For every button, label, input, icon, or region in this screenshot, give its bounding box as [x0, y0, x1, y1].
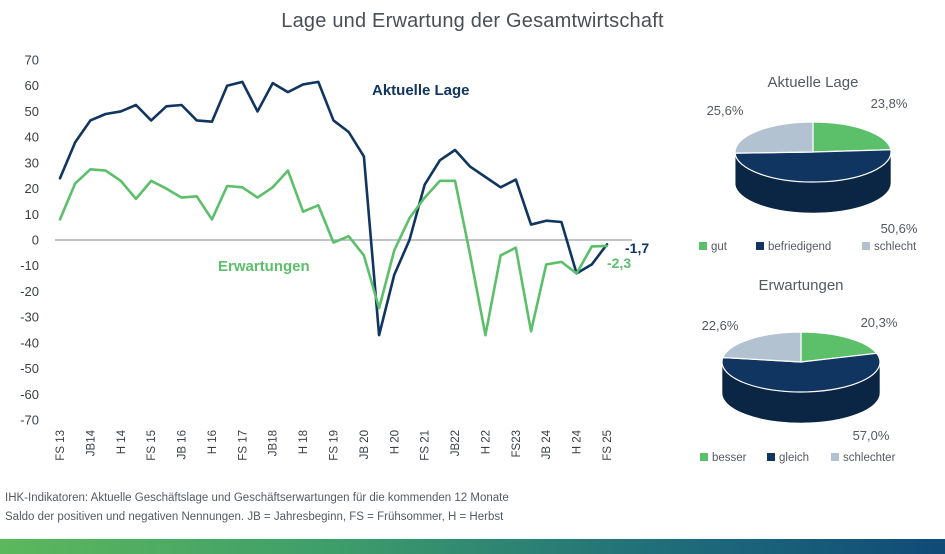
y-tick-label: 10: [25, 207, 39, 222]
y-tick-label: 20: [25, 181, 39, 196]
x-tick-label: H 24: [572, 429, 584, 454]
pie-slice-gleich: [721, 352, 881, 393]
label-aktuelle-lage: Aktuelle Lage: [372, 82, 470, 99]
footnote-line-2: Saldo der positiven und negativen Nennun…: [5, 511, 504, 523]
y-tick-label: -30: [20, 310, 39, 325]
footnote-line-1: IHK-Indikatoren: Aktuelle Geschäftslage …: [5, 492, 509, 504]
legend-swatch-schlechter: [831, 453, 839, 461]
pie-value-label: 57,0%: [853, 428, 890, 443]
y-tick-label: 60: [25, 78, 39, 93]
x-tick-label: H 22: [480, 430, 492, 454]
pie-value-label: 20,3%: [861, 315, 898, 330]
y-tick-label: -20: [20, 284, 39, 299]
legend-label-befriedigend: befriedigend: [768, 241, 831, 253]
y-tick-label: 50: [25, 104, 39, 119]
legend-label-gleich: gleich: [779, 452, 809, 464]
legend-label-schlecht: schlecht: [874, 241, 917, 253]
x-tick-label: FS 21: [420, 430, 432, 461]
y-tick-label: -50: [20, 361, 39, 376]
legend-swatch-gut: [699, 242, 707, 250]
pie-title: Erwartungen: [758, 277, 843, 294]
end-value-erwartungen: -2,3: [607, 255, 631, 271]
y-tick-label: 0: [32, 233, 39, 248]
label-erwartungen: Erwartungen: [218, 258, 310, 275]
x-tick-label: H 14: [116, 429, 128, 454]
pie-title: Aktuelle Lage: [768, 74, 859, 91]
legend-label-besser: besser: [712, 452, 747, 464]
pie-value-label: 23,8%: [871, 96, 908, 111]
legend-label-gut: gut: [711, 241, 728, 253]
x-tick-label: JB22: [450, 430, 462, 456]
legend-label-schlechter: schlechter: [843, 452, 896, 464]
x-tick-label: FS23: [511, 430, 523, 458]
y-tick-label: -60: [20, 387, 39, 402]
x-tick-label: H 20: [389, 430, 401, 454]
pie-slice-befriedigend: [734, 149, 892, 183]
footer-gradient-bar: [0, 539, 945, 554]
pie-value-label: 50,6%: [881, 221, 918, 236]
y-tick-label: 40: [25, 130, 39, 145]
x-tick-label: FS 25: [602, 430, 614, 461]
pie-slice-besser: [800, 331, 878, 363]
legend-swatch-schlecht: [862, 242, 870, 250]
x-tick-label: H 18: [298, 430, 310, 454]
pie-value-label: 25,6%: [707, 103, 744, 118]
pie-chart-erwartungen: Erwartungen 20,3% 57,0% 22,6% besser gleich sc…: [700, 277, 898, 464]
chart-title: Lage und Erwartung der Gesamtwirtschaft: [281, 10, 664, 32]
x-tick-label: JB 16: [177, 430, 189, 459]
pie-slice-gut: [812, 121, 892, 153]
legend-swatch-befriedigend: [756, 242, 764, 250]
y-tick-label: 30: [25, 155, 39, 170]
x-tick-label: H 16: [207, 430, 219, 454]
x-tick-label: FS 15: [146, 430, 158, 461]
pie-slice-schlecht: [734, 121, 814, 154]
pie-chart-aktuelle-lage: Aktuelle Lage 23,8% 50,6% 25,6% gut befriedig…: [699, 74, 918, 253]
x-tick-label: JB 24: [541, 429, 553, 459]
y-tick-label: -70: [20, 413, 39, 428]
x-tick-label: FS 13: [55, 430, 67, 461]
end-value-aktuelle-lage: -1,7: [625, 240, 649, 256]
legend-swatch-gleich: [767, 453, 775, 461]
x-tick-label: FS 19: [329, 430, 341, 461]
y-tick-label: 70: [25, 53, 39, 68]
legend-swatch-besser: [700, 453, 708, 461]
x-tick-label: FS 17: [237, 430, 249, 461]
y-tick-label: -10: [20, 258, 39, 273]
x-tick-label: JB18: [268, 430, 280, 456]
line-chart: 70 60 50 40 30 20 10 0 -10 -20 -30 -40 -50 -60 -70 FS 1…: [20, 53, 649, 461]
pie-value-label: 22,6%: [702, 318, 739, 333]
x-tick-label: JB14: [85, 429, 97, 456]
pie-slice-schlechter: [722, 331, 802, 363]
series-erwartungen-line: [58, 167, 609, 337]
y-tick-label: -40: [20, 335, 39, 350]
x-tick-label: JB 20: [359, 430, 371, 459]
